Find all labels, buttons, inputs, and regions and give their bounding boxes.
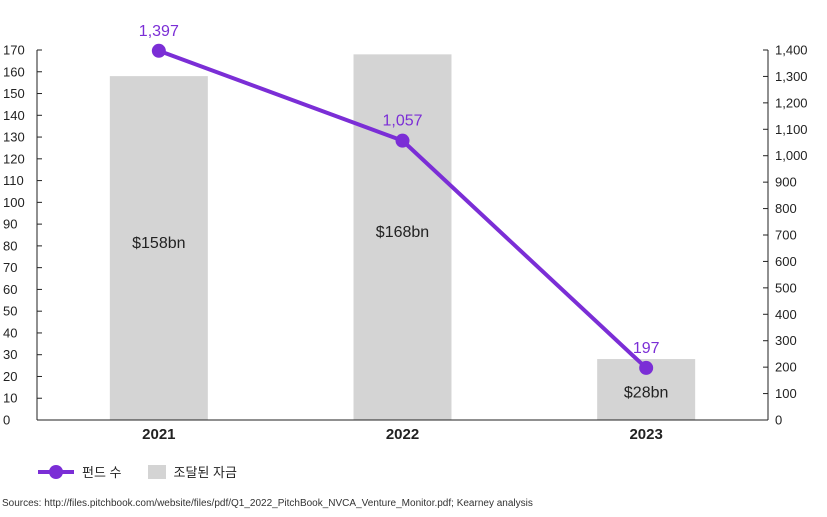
right-tick-label: 0 [775,413,782,428]
right-tick-label: 500 [775,280,797,295]
bar-value-label: $158bn [132,235,185,252]
right-tick-label: 400 [775,307,797,322]
bar-value-label: $28bn [624,385,669,402]
left-tick-label: 20 [3,369,17,384]
right-tick-label: 1,300 [775,69,808,84]
right-tick-label: 200 [775,360,797,375]
left-tick-label: 60 [3,282,17,297]
left-tick-label: 80 [3,238,17,253]
line-point [151,43,166,58]
right-tick-label: 1,000 [775,148,808,163]
right-tick-label: 700 [775,228,797,243]
bar [353,54,452,421]
legend-bar-swatch [147,464,166,479]
source-note: Sources: http://files.pitchbook.com/webs… [2,498,533,509]
right-tick-label: 600 [775,254,797,269]
right-tick-label: 300 [775,333,797,348]
line-value-label: 1,397 [139,23,179,40]
legend-item-capital: 조달된 자금 [147,462,237,481]
left-tick-label: 100 [3,195,25,210]
left-tick-label: 110 [3,173,24,188]
left-tick-label: 50 [3,304,17,319]
bar [109,76,208,420]
legend-label-funds: 펀드 수 [82,465,122,480]
legend-item-funds: 펀드 수 [38,462,122,481]
x-tick-label: 2021 [142,426,175,443]
legend-line-dot [49,464,63,479]
left-tick-label: 90 [3,217,17,232]
line-point [395,133,410,148]
left-tick-label: 10 [3,391,17,406]
line-value-label: 197 [633,340,660,357]
left-tick-label: 30 [3,347,17,362]
right-tick-label: 1,400 [775,43,808,58]
legend-line-swatch [38,464,74,480]
left-tick-label: 0 [3,413,10,428]
left-tick-label: 70 [3,260,17,275]
legend-label-capital: 조달된 자금 [173,465,237,480]
right-tick-label: 1,200 [775,95,808,110]
right-tick-label: 100 [775,386,797,401]
right-tick-label: 1,100 [775,122,808,137]
left-tick-label: 160 [3,64,25,79]
left-tick-label: 40 [3,325,17,340]
line-point [639,360,654,375]
left-tick-label: 170 [3,43,25,58]
left-tick-label: 150 [3,86,25,101]
left-tick-label: 120 [3,151,25,166]
right-tick-label: 800 [775,201,797,216]
legend: 펀드 수 조달된 자금 [38,462,263,481]
x-tick-label: 2023 [629,426,662,443]
right-tick-label: 900 [775,175,797,190]
x-tick-label: 2022 [386,426,419,443]
line-value-label: 1,057 [382,113,422,130]
left-tick-label: 140 [3,108,25,123]
left-tick-label: 130 [3,130,25,145]
bar-value-label: $168bn [376,224,429,241]
